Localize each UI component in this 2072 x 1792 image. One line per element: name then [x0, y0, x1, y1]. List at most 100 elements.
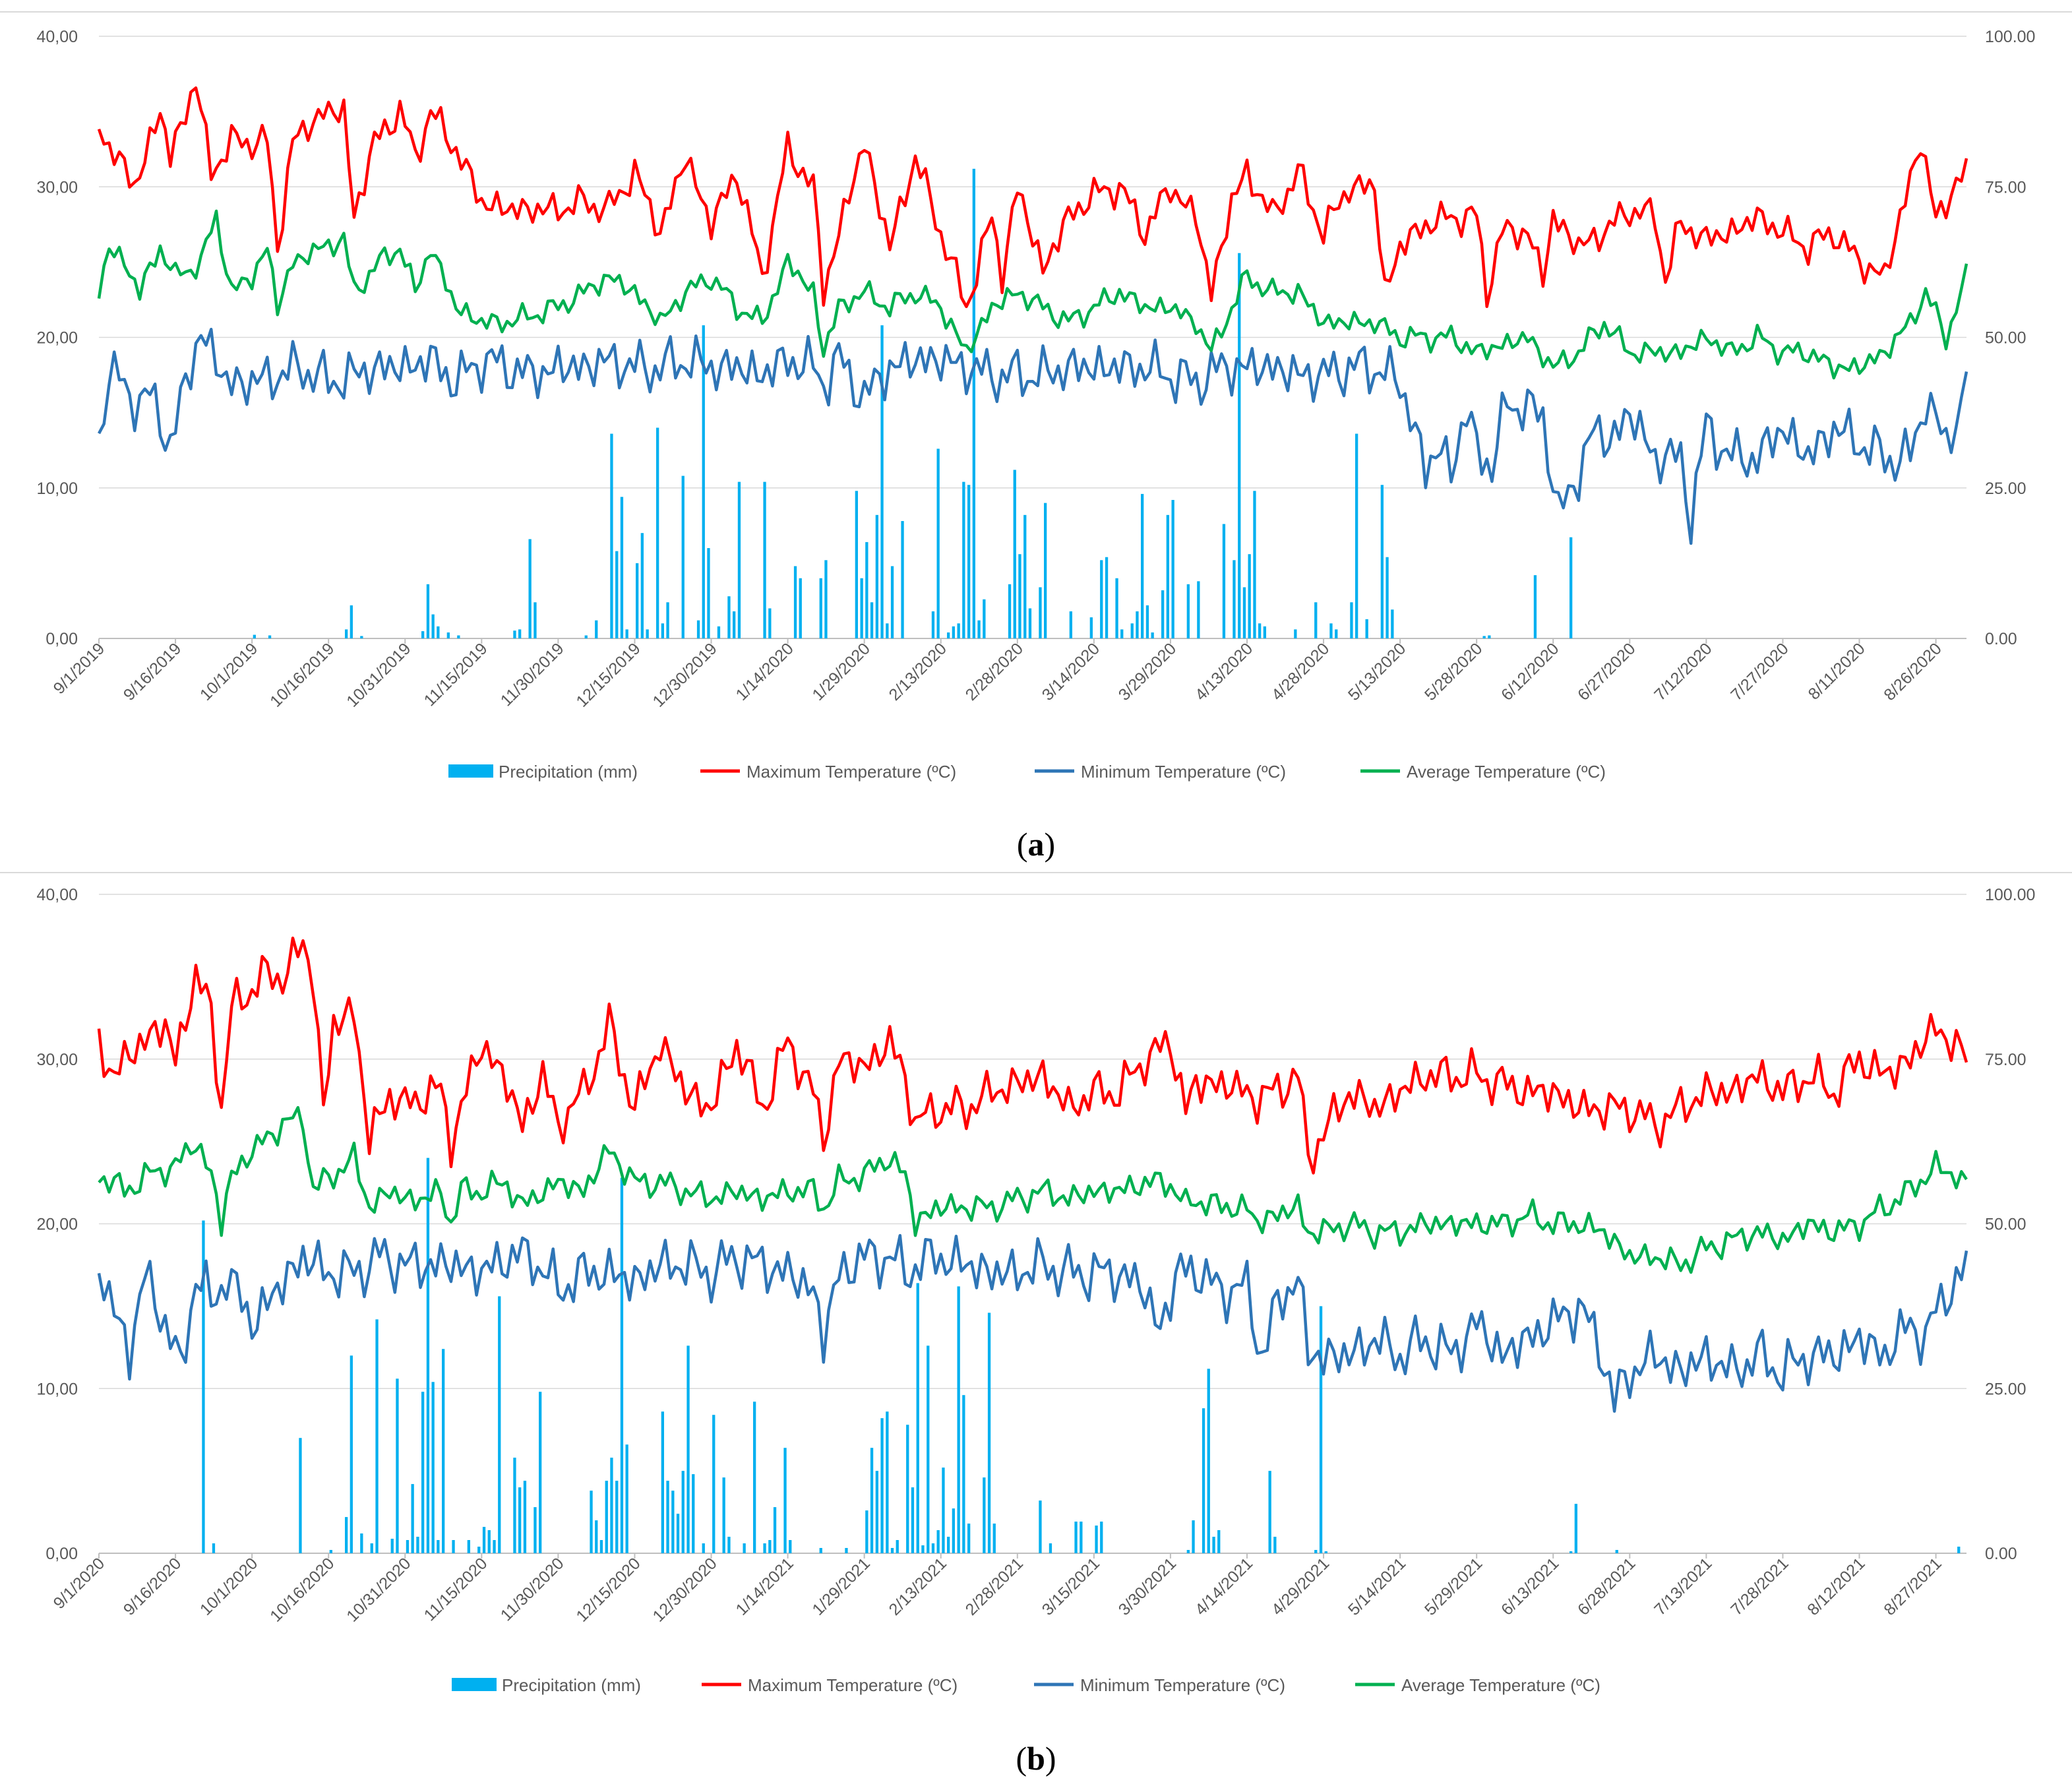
y-left-tick-label: 0,00 [46, 630, 78, 648]
precipitation-bar [615, 551, 619, 638]
precipitation-bar [799, 578, 802, 638]
precipitation-bar [875, 514, 878, 638]
legend-swatch-precipitation [452, 1678, 497, 1691]
y-right-tick-label: 50.00 [1985, 329, 2026, 348]
precipitation-bar [702, 325, 705, 638]
x-tick-label: 9/16/2020 [120, 1554, 185, 1619]
x-tick-label: 4/13/2020 [1192, 639, 1256, 704]
precipitation-bar [625, 629, 628, 638]
precipitation-bar [661, 623, 664, 638]
precipitation-bar [1136, 611, 1139, 638]
x-tick-label: 2/13/2021 [886, 1554, 950, 1619]
minimum-temperature-line [97, 1233, 1968, 1413]
precipitation-bar [1263, 626, 1266, 638]
precipitation-bar [860, 578, 863, 638]
legend-label: Average Temperature (ºC) [1407, 762, 1606, 782]
precipitation-bar [957, 623, 960, 638]
precipitation-bar [620, 1177, 624, 1553]
precipitation-bar [1186, 584, 1190, 638]
precipitation-bar [1141, 493, 1144, 638]
precipitation-bar [1335, 629, 1338, 638]
precipitation-bar [707, 548, 710, 638]
precipitation-bar [590, 1491, 593, 1553]
precipitation-bar [1105, 557, 1109, 638]
precipitation-bar [477, 1547, 481, 1553]
precipitation-bar [896, 1540, 899, 1553]
x-tick-label: 7/27/2020 [1727, 639, 1792, 704]
precipitation-bar [855, 491, 858, 638]
precipitation-bar [1161, 590, 1165, 638]
precipitation-bar [992, 1524, 996, 1553]
precipitation-bar [906, 1425, 909, 1553]
precipitation-bar [202, 1220, 205, 1553]
y-left-tick-label: 20,00 [36, 1216, 78, 1234]
precipitation-bar [360, 1533, 363, 1553]
x-tick-label: 7/12/2020 [1651, 639, 1715, 704]
precipitation-bar [1151, 632, 1154, 638]
precipitation-bar [763, 1543, 766, 1553]
precipitation-bar [880, 1418, 884, 1553]
precipitation-bar [640, 533, 644, 638]
precipitation-bar [431, 1382, 435, 1553]
y-left-tick-label: 40,00 [36, 886, 78, 904]
precipitation-bar [886, 623, 889, 638]
x-tick-label: 11/15/2020 [421, 1554, 491, 1624]
precipitation-bar [865, 1510, 868, 1553]
precipitation-bar [1242, 587, 1246, 638]
y-left-tick-label: 10,00 [36, 1380, 78, 1398]
precipitation-bar [661, 1411, 664, 1553]
precipitation-bar [763, 481, 766, 638]
precipitation-bar [819, 1548, 822, 1553]
precipitation-bar [253, 634, 256, 638]
precipitation-bar [610, 1458, 613, 1553]
precipitation-bar [1080, 1522, 1083, 1553]
precipitation-bar [880, 325, 884, 638]
precipitation-bar [636, 563, 639, 638]
precipitation-bar [1319, 1306, 1323, 1553]
x-tick-label: 6/27/2020 [1574, 639, 1639, 704]
precipitation-bar [1482, 636, 1486, 638]
x-tick-label: 8/26/2020 [1880, 639, 1945, 704]
precipitation-bar [1273, 1537, 1277, 1553]
precipitation-bar [1212, 1537, 1215, 1553]
x-tick-label: 5/28/2020 [1421, 639, 1486, 704]
precipitation-bar [1391, 609, 1394, 638]
precipitation-bar [625, 1444, 628, 1553]
precipitation-bar [936, 1530, 940, 1553]
y-right-tick-label: 0.00 [1985, 1545, 2017, 1563]
y-right-tick-label: 75.00 [1985, 178, 2026, 197]
precipitation-bar [987, 1313, 991, 1553]
precipitation-bar [1018, 554, 1021, 638]
y-right-tick-label: 100.00 [1985, 886, 2035, 904]
legend-label: Maximum Temperature (ºC) [748, 1675, 958, 1695]
legend-label: Precipitation (mm) [499, 762, 638, 782]
precipitation-bar [768, 1540, 772, 1553]
precipitation-bar [390, 1539, 394, 1553]
precipitation-bar [1294, 629, 1297, 638]
precipitation-bar [972, 168, 975, 638]
precipitation-bar [886, 1411, 889, 1553]
precipitation-bar [446, 632, 450, 638]
precipitation-bar [1574, 1504, 1577, 1553]
precipitation-bar [1039, 1500, 1042, 1553]
precipitation-bar [1238, 253, 1241, 638]
precipitation-bar [437, 626, 440, 638]
y-left-tick-label: 0,00 [46, 1545, 78, 1563]
precipitation-bar [1222, 524, 1226, 638]
precipitation-bar [870, 602, 874, 638]
precipitation-bar [727, 1537, 731, 1553]
precipitation-bar [1192, 1520, 1195, 1553]
precipitation-bar [1569, 537, 1573, 638]
precipitation-bar [1615, 1550, 1618, 1553]
precipitation-bar [487, 1530, 491, 1553]
precipitation-bar [518, 629, 522, 638]
legend-label: Average Temperature (ºC) [1401, 1675, 1600, 1695]
minimum-temperature-line [98, 327, 1968, 545]
x-tick-label: 7/13/2021 [1651, 1554, 1715, 1619]
precipitation-bar [753, 1402, 756, 1553]
x-tick-label: 3/30/2021 [1115, 1554, 1180, 1619]
precipitation-bar [1324, 1551, 1327, 1553]
precipitation-bar [1120, 629, 1124, 638]
precipitation-bar [983, 599, 986, 638]
maximum-temperature-line [97, 86, 1968, 309]
